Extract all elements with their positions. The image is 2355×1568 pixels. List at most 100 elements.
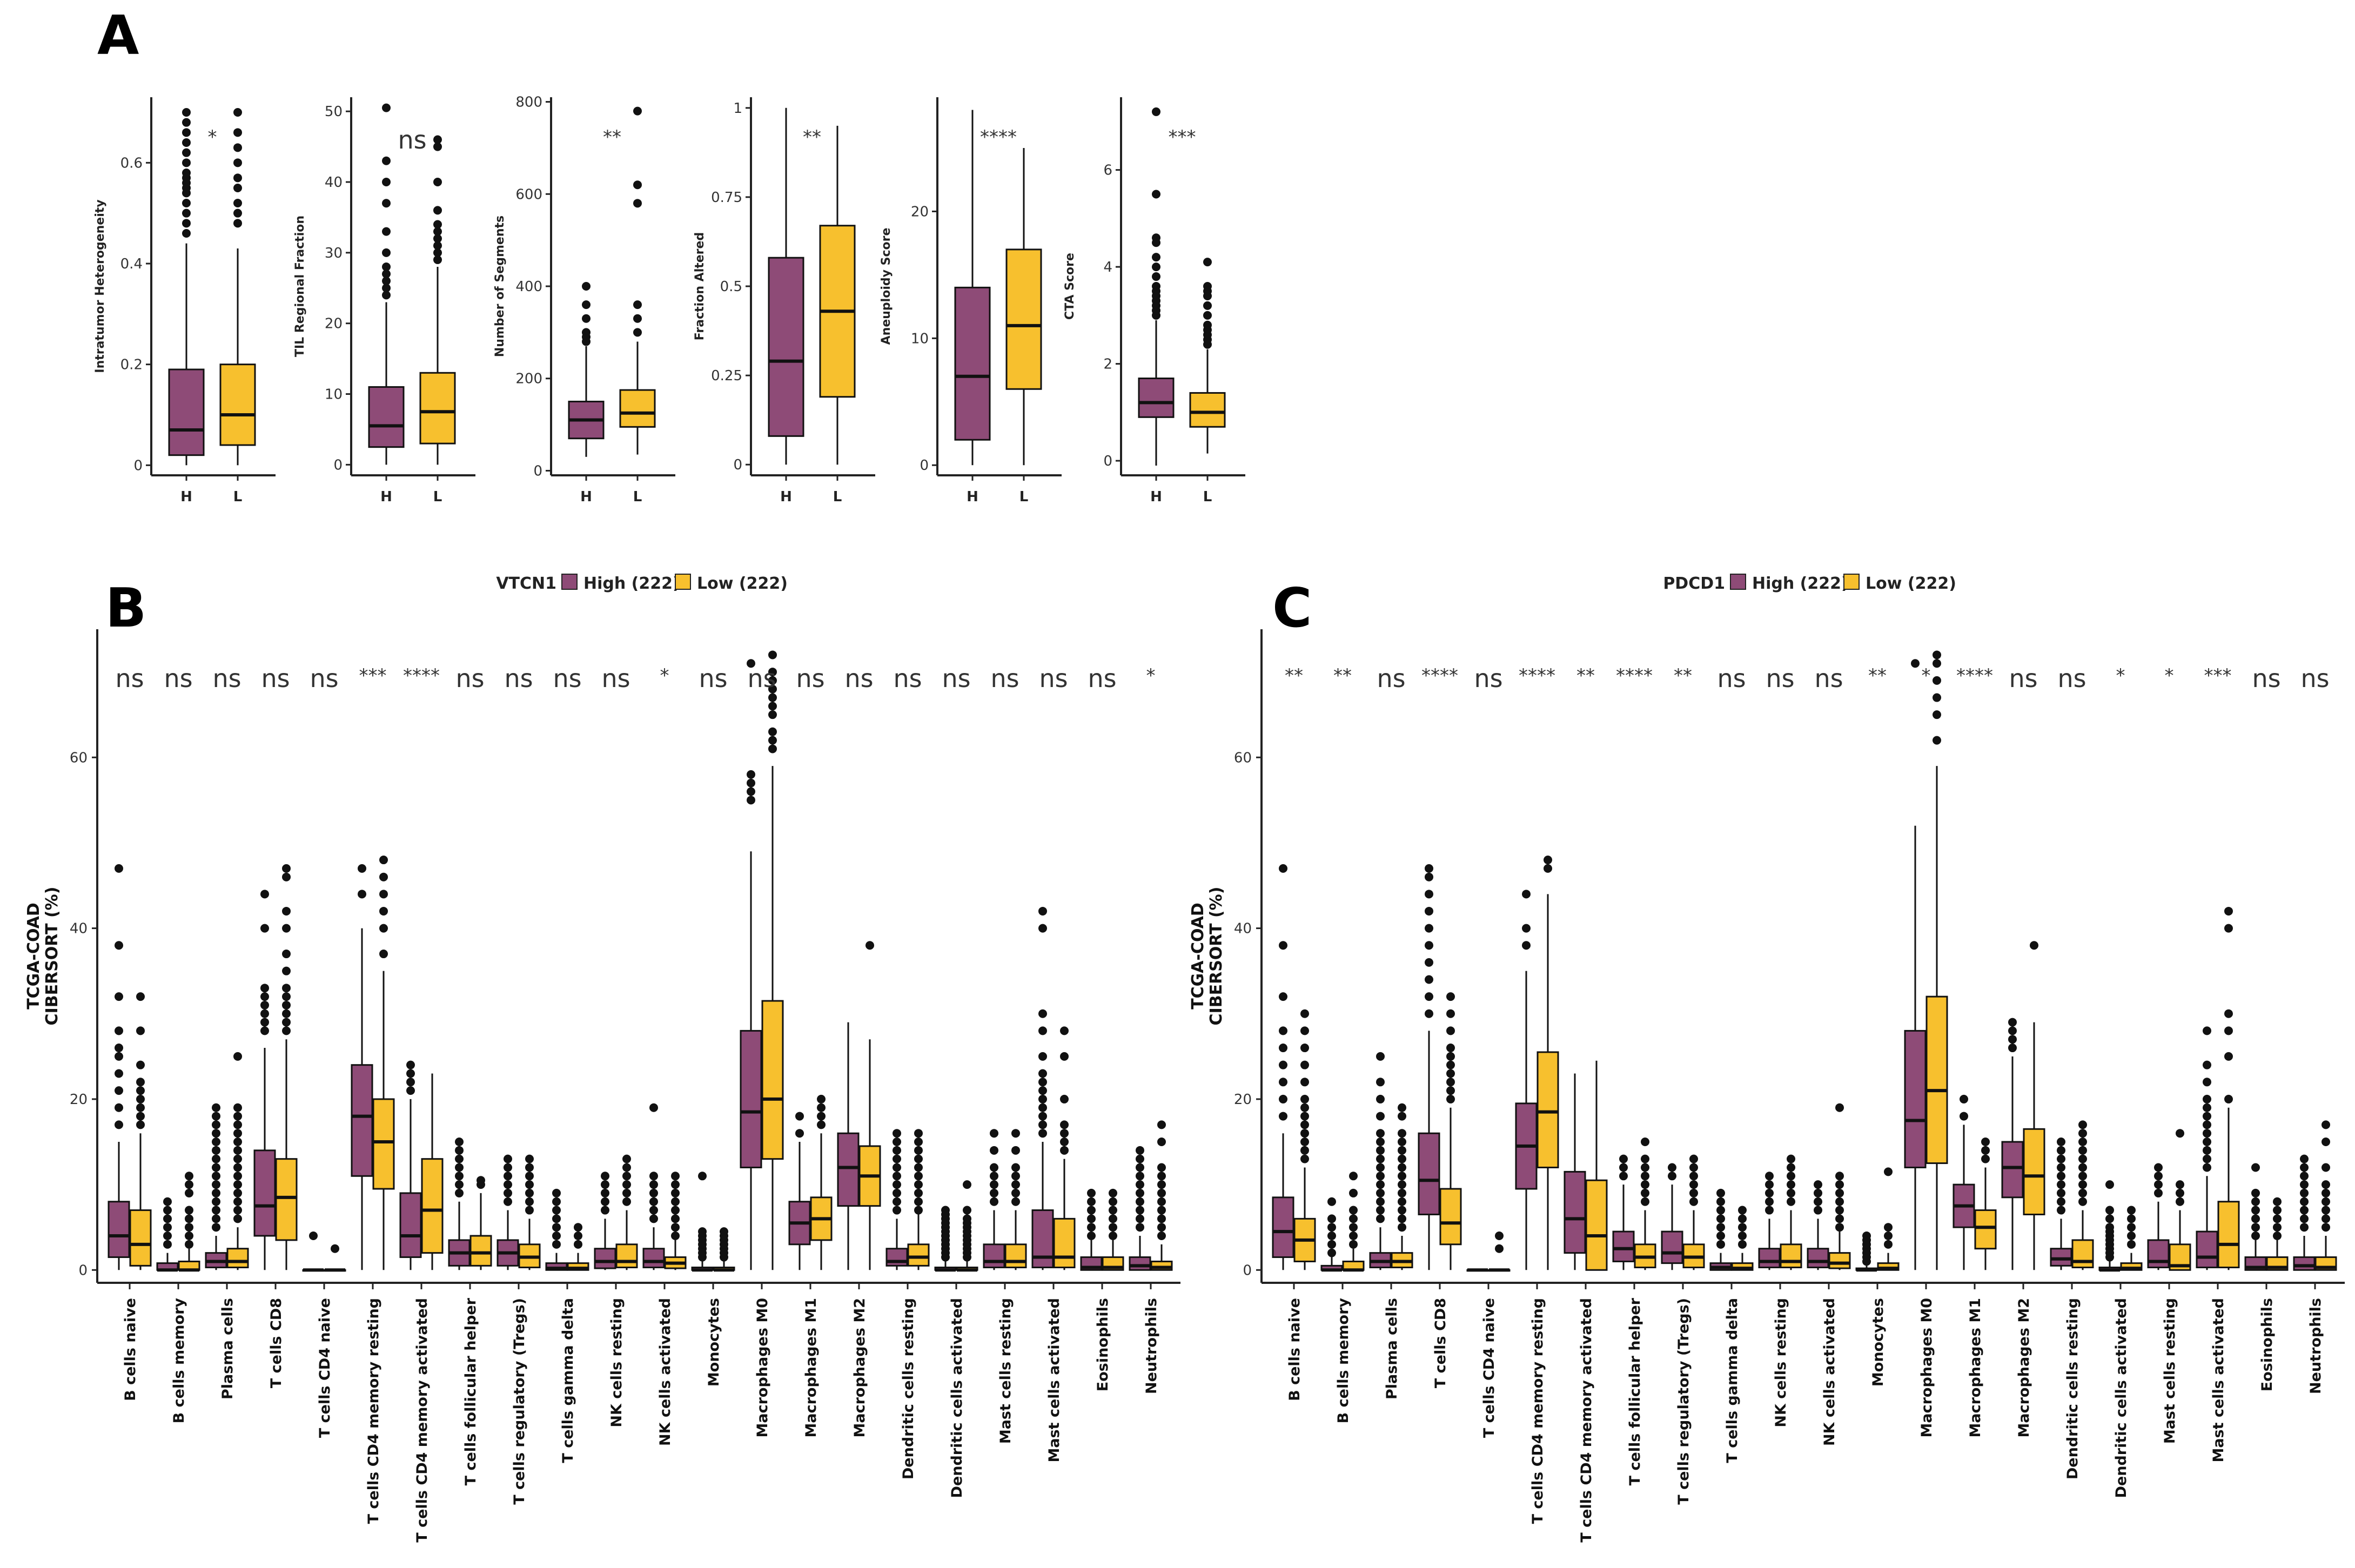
legend-b-low-label: Low (222)	[697, 574, 788, 593]
significance-label: ns	[115, 664, 144, 693]
outlier-point	[1398, 1154, 1406, 1163]
box	[642, 1248, 665, 1269]
outlier-point	[1641, 1188, 1649, 1197]
outlier-point	[1835, 1180, 1844, 1189]
outlier-point	[601, 1197, 609, 1206]
y-tick-label: 0.4	[120, 256, 143, 272]
outlier-point	[622, 1180, 631, 1189]
significance-label: ns	[1088, 664, 1116, 693]
outlier-point	[1279, 1078, 1287, 1087]
outlier-point	[1349, 1172, 1358, 1181]
significance-label: ns	[601, 664, 630, 693]
y-tick-label: 20	[325, 316, 343, 332]
panel-a-plot-6: 0 2 4 6 CTA Score H L ***	[1063, 97, 1245, 505]
outlier-point	[260, 924, 269, 933]
outlier-point	[1327, 1214, 1336, 1223]
outlier-point	[1398, 1103, 1406, 1112]
outlier-point	[233, 1129, 242, 1138]
outlier-point	[893, 1163, 901, 1172]
outlier-point	[768, 676, 777, 685]
outlier-point	[136, 1086, 145, 1095]
outlier-point	[1011, 1172, 1020, 1181]
outlier-point	[768, 650, 777, 659]
outlier-point	[2057, 1146, 2065, 1155]
significance-label: ns	[398, 125, 426, 154]
category-label: T cells CD8	[268, 1298, 285, 1388]
outlier-point	[212, 1163, 220, 1172]
box	[421, 1158, 444, 1254]
significance-label: **	[1285, 665, 1303, 687]
outlier-point	[2030, 941, 2038, 950]
outlier-point	[406, 1086, 415, 1095]
significance-label: ***	[2204, 665, 2232, 687]
outlier-point	[2078, 1172, 2087, 1181]
category-label: Monocytes	[706, 1298, 722, 1387]
outlier-point	[212, 1197, 220, 1206]
outlier-point	[1787, 1197, 1795, 1206]
outlier-point	[2251, 1214, 2260, 1223]
outlier-point	[2300, 1206, 2309, 1215]
significance-label: *	[208, 126, 217, 148]
outlier-point	[1398, 1146, 1406, 1155]
category-label: NK cells activated	[657, 1298, 674, 1446]
outlier-point	[633, 199, 642, 208]
outlier-point	[2322, 1223, 2330, 1232]
outlier-point	[1981, 1154, 1990, 1163]
outlier-point	[1087, 1231, 1096, 1241]
box	[1612, 1230, 1635, 1262]
y-tick-label: 10	[325, 387, 343, 403]
outlier-point	[2203, 1094, 2211, 1103]
y-tick-label: 50	[325, 104, 343, 120]
outlier-point	[358, 864, 366, 873]
outlier-point	[2078, 1138, 2087, 1147]
outlier-point	[2251, 1231, 2260, 1241]
category-label: Macrophages M1	[803, 1298, 820, 1438]
outlier-point	[1425, 958, 1433, 967]
outlier-point	[1011, 1180, 1020, 1189]
outlier-point	[817, 1103, 826, 1112]
category-label: Eosinophils	[2259, 1298, 2276, 1391]
outlier-point	[433, 142, 442, 151]
outlier-point	[671, 1206, 680, 1215]
category-label: B cells memory	[1335, 1298, 1352, 1424]
outlier-point	[1446, 1026, 1455, 1035]
outlier-point	[2154, 1180, 2163, 1189]
category-label: Plasma cells	[1384, 1298, 1400, 1399]
y-axis-title: CTA Score	[1063, 253, 1077, 320]
outlier-point	[1398, 1180, 1406, 1189]
legend-c: PDCD1 High (222) Low (222)	[1663, 574, 1956, 593]
outlier-point	[455, 1188, 464, 1197]
outlier-point	[1376, 1146, 1385, 1155]
outlier-point	[136, 1112, 145, 1121]
box	[1661, 1230, 1683, 1264]
outlier-point	[260, 1009, 269, 1018]
outlier-point	[2273, 1197, 2282, 1206]
outlier-point	[379, 872, 388, 881]
significance-label: ns	[164, 664, 192, 693]
outlier-point	[433, 135, 442, 144]
outlier-point	[1157, 1223, 1166, 1232]
category-label: T cells regulatory (Tregs)	[1675, 1298, 1692, 1505]
y-tick-label: 10	[911, 331, 929, 347]
outlier-point	[163, 1197, 172, 1206]
outlier-point	[1136, 1197, 1144, 1206]
outlier-point	[1787, 1180, 1795, 1189]
outlier-point	[185, 1231, 193, 1241]
outlier-point	[212, 1112, 220, 1121]
box	[1189, 392, 1226, 428]
outlier-point	[212, 1129, 220, 1138]
outlier-point	[382, 284, 391, 293]
outlier-point	[1349, 1188, 1358, 1197]
significance-label: **	[803, 126, 821, 148]
box	[1053, 1217, 1076, 1269]
box	[1004, 1243, 1027, 1269]
outlier-point	[747, 659, 755, 668]
outlier-point	[2008, 1026, 2017, 1035]
outlier-point	[2273, 1223, 2282, 1232]
y-axis-title: TIL Regional Fraction	[293, 216, 307, 357]
outlier-point	[282, 864, 291, 873]
outlier-point	[1152, 233, 1160, 243]
outlier-point	[552, 1197, 561, 1206]
outlier-point	[649, 1172, 658, 1181]
